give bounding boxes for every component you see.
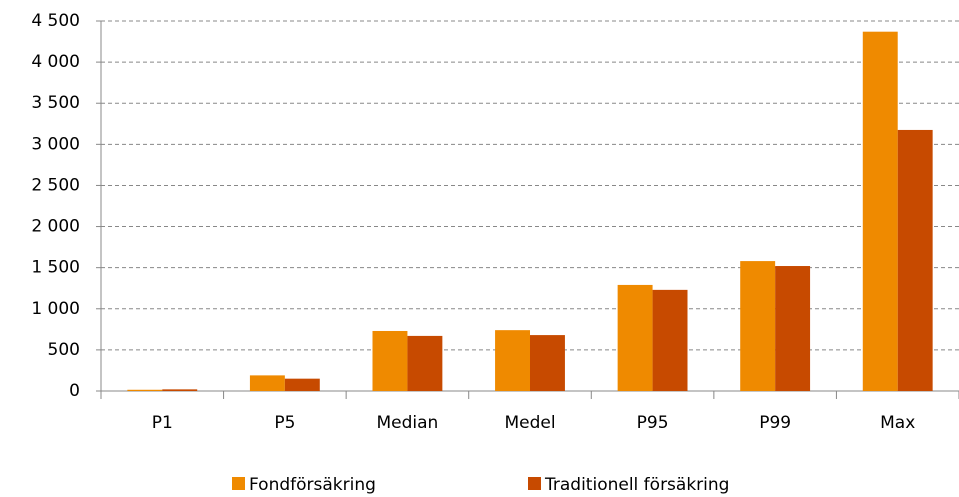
bar [862, 31, 898, 391]
y-tick-label: 4 500 [31, 11, 80, 31]
legend-label: Fondförsäkring [249, 475, 376, 495]
bar [775, 266, 811, 391]
x-tick-label: P1 [152, 413, 173, 433]
bar [407, 335, 443, 391]
bar [740, 261, 776, 391]
y-tick-label: 0 [69, 381, 80, 401]
bar [495, 330, 530, 391]
bar [897, 129, 933, 391]
bar [372, 330, 408, 391]
bar [162, 389, 198, 391]
bar [127, 389, 163, 391]
y-tick-label: 1 000 [31, 299, 80, 319]
bar [617, 284, 653, 391]
x-tick-label: P95 [637, 413, 669, 433]
y-tick-label: 3 000 [31, 134, 80, 154]
bar [249, 375, 285, 391]
legend-swatch [528, 477, 541, 490]
x-tick-label: Max [880, 413, 915, 433]
bar [284, 378, 320, 391]
x-tick-label: P5 [274, 413, 295, 433]
bar [530, 335, 565, 391]
y-tick-label: 4 000 [31, 52, 80, 72]
y-tick-label: 2 500 [31, 175, 80, 195]
y-tick-label: 2 000 [31, 217, 80, 237]
legend-label: Traditionell försäkring [544, 475, 729, 495]
x-tick-label: Medel [504, 413, 555, 433]
x-tick-label: P99 [759, 413, 791, 433]
x-tick-label: Median [377, 413, 439, 433]
bar [652, 289, 688, 391]
y-tick-label: 1 500 [31, 258, 80, 278]
y-tick-label: 3 500 [31, 93, 80, 113]
y-tick-label: 500 [48, 340, 80, 360]
legend-swatch [232, 477, 245, 490]
